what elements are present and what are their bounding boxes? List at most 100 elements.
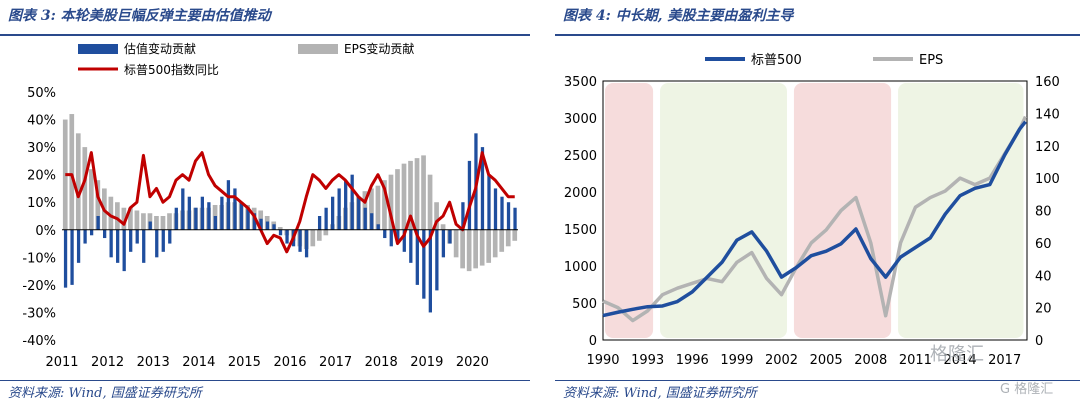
bar-valuation bbox=[233, 188, 237, 230]
bar-valuation bbox=[109, 229, 113, 258]
bar-eps bbox=[486, 229, 492, 263]
bar-eps bbox=[466, 229, 472, 272]
y-right-tick-label: 60 bbox=[1035, 237, 1052, 252]
watermark-logo-text: 格隆汇 bbox=[930, 344, 984, 365]
bar-valuation bbox=[174, 207, 178, 230]
line-sp500 bbox=[602, 120, 1027, 318]
x-tick-label: 2005 bbox=[810, 353, 843, 368]
y-left-tick-label: 2500 bbox=[564, 149, 597, 164]
source-note: 资料来源: Wind, 国盛证券研究所 bbox=[563, 386, 757, 401]
bar-valuation bbox=[265, 221, 270, 230]
bar-valuation bbox=[357, 196, 361, 230]
bar-valuation bbox=[155, 229, 159, 258]
bar-eps bbox=[160, 216, 166, 230]
bar-valuation bbox=[96, 216, 100, 230]
shaded-period bbox=[605, 83, 654, 338]
bar-valuation bbox=[415, 229, 419, 285]
bar-eps bbox=[369, 188, 374, 230]
y-right-tick-label: 80 bbox=[1035, 205, 1052, 220]
y-tick-label: 30% bbox=[27, 141, 56, 156]
figure-3-panel: 图表 3: 本轮美股巨幅反弹主要由估值推动 估值变动贡献 EPS变动贡献 标普5… bbox=[0, 0, 530, 403]
bar-valuation bbox=[129, 229, 133, 252]
bar-valuation bbox=[422, 229, 426, 299]
source-rule bbox=[0, 380, 530, 381]
x-tick-label: 1999 bbox=[720, 353, 753, 368]
x-tick-label: 2008 bbox=[854, 353, 887, 368]
bar-eps bbox=[108, 196, 114, 230]
bar-eps bbox=[421, 155, 426, 230]
bar-valuation bbox=[89, 229, 94, 236]
bar-valuation bbox=[298, 229, 302, 252]
watermark-corner-logo: G 格隆汇 bbox=[1000, 382, 1054, 397]
figure-4-title: 图表 4: 中长期, 美股主要由盈利主导 bbox=[563, 8, 794, 24]
bar-valuation bbox=[116, 229, 120, 263]
x-tick-label: 2013 bbox=[137, 355, 170, 370]
bar-valuation bbox=[441, 229, 446, 258]
bar-valuation bbox=[376, 224, 380, 230]
x-tick-label: 2018 bbox=[365, 355, 398, 370]
bar-eps bbox=[473, 229, 479, 269]
y-tick-label: 50% bbox=[27, 86, 56, 101]
x-tick-label: 2017 bbox=[988, 353, 1021, 368]
bar-valuation bbox=[428, 229, 432, 313]
x-tick-label: 2012 bbox=[91, 355, 124, 370]
bar-valuation bbox=[83, 229, 87, 244]
bar-valuation bbox=[213, 216, 218, 230]
bar-valuation bbox=[402, 229, 406, 252]
bar-eps bbox=[277, 227, 283, 230]
y-left-tick-label: 1000 bbox=[564, 260, 597, 275]
source-note: 资料来源: Wind, 国盛证券研究所 bbox=[8, 386, 202, 401]
y-tick-label: -40% bbox=[22, 334, 56, 349]
x-tick-label: 1993 bbox=[631, 353, 664, 368]
legend-swatch-valuation bbox=[78, 44, 118, 54]
bar-eps bbox=[492, 229, 498, 258]
bar-valuation bbox=[324, 207, 328, 230]
bar-valuation bbox=[370, 213, 374, 230]
plot-area: 50% 40% 30% 20% 10% 0% -10% -20% -30% -40% 2011 201… bbox=[22, 86, 518, 370]
bar-eps bbox=[505, 229, 511, 247]
y-tick-label: 20% bbox=[27, 169, 56, 184]
x-tick-label: 2017 bbox=[319, 355, 352, 370]
bar-eps bbox=[134, 210, 140, 230]
figure-4-panel: 图表 4: 中长期, 美股主要由盈利主导 标普500 EPS 0 500 1000 1… bbox=[555, 0, 1080, 403]
y-right-tick-label: 140 bbox=[1035, 107, 1060, 122]
bar-eps bbox=[75, 133, 81, 230]
bar-valuation bbox=[513, 207, 517, 230]
bar-eps bbox=[95, 180, 101, 230]
bar-eps bbox=[401, 163, 407, 230]
bar-eps bbox=[414, 158, 420, 230]
bar-valuation bbox=[480, 147, 485, 230]
bar-eps bbox=[121, 207, 127, 230]
bar-valuation bbox=[142, 229, 146, 263]
bar-valuation bbox=[252, 213, 257, 230]
shaded-period bbox=[898, 83, 1024, 338]
title-rule bbox=[0, 34, 530, 36]
bar-eps bbox=[427, 174, 433, 230]
bar-valuation bbox=[435, 229, 439, 291]
bar-valuation bbox=[259, 218, 263, 230]
bar-valuation bbox=[70, 229, 74, 285]
bar-eps bbox=[375, 185, 381, 230]
shaded-period bbox=[660, 83, 787, 338]
y-right-tick-label: 20 bbox=[1035, 302, 1052, 317]
y-right-tick-label: 40 bbox=[1035, 269, 1052, 284]
legend-label-valuation: 估值变动贡献 bbox=[124, 41, 196, 56]
y-tick-label: 10% bbox=[27, 196, 56, 211]
bar-eps bbox=[388, 174, 394, 230]
y-left-tick-label: 1500 bbox=[564, 223, 597, 238]
y-tick-label: -10% bbox=[22, 251, 56, 266]
bar-valuation bbox=[239, 202, 244, 230]
bar-valuation bbox=[194, 207, 198, 230]
legend-label-eps: EPS bbox=[919, 53, 943, 68]
legend-label-sp500: 标普500 bbox=[751, 53, 802, 68]
bar-eps bbox=[82, 147, 88, 230]
bar-valuation bbox=[161, 229, 165, 252]
line-index-yoy bbox=[65, 151, 515, 254]
bar-valuation bbox=[148, 221, 152, 230]
bar-valuation bbox=[396, 229, 400, 244]
bar-valuation bbox=[304, 229, 309, 258]
y-right-tick-label: 0 bbox=[1035, 334, 1043, 349]
y-left-tick-label: 3000 bbox=[564, 112, 597, 127]
bar-eps bbox=[434, 202, 439, 230]
bar-valuation bbox=[278, 229, 283, 236]
